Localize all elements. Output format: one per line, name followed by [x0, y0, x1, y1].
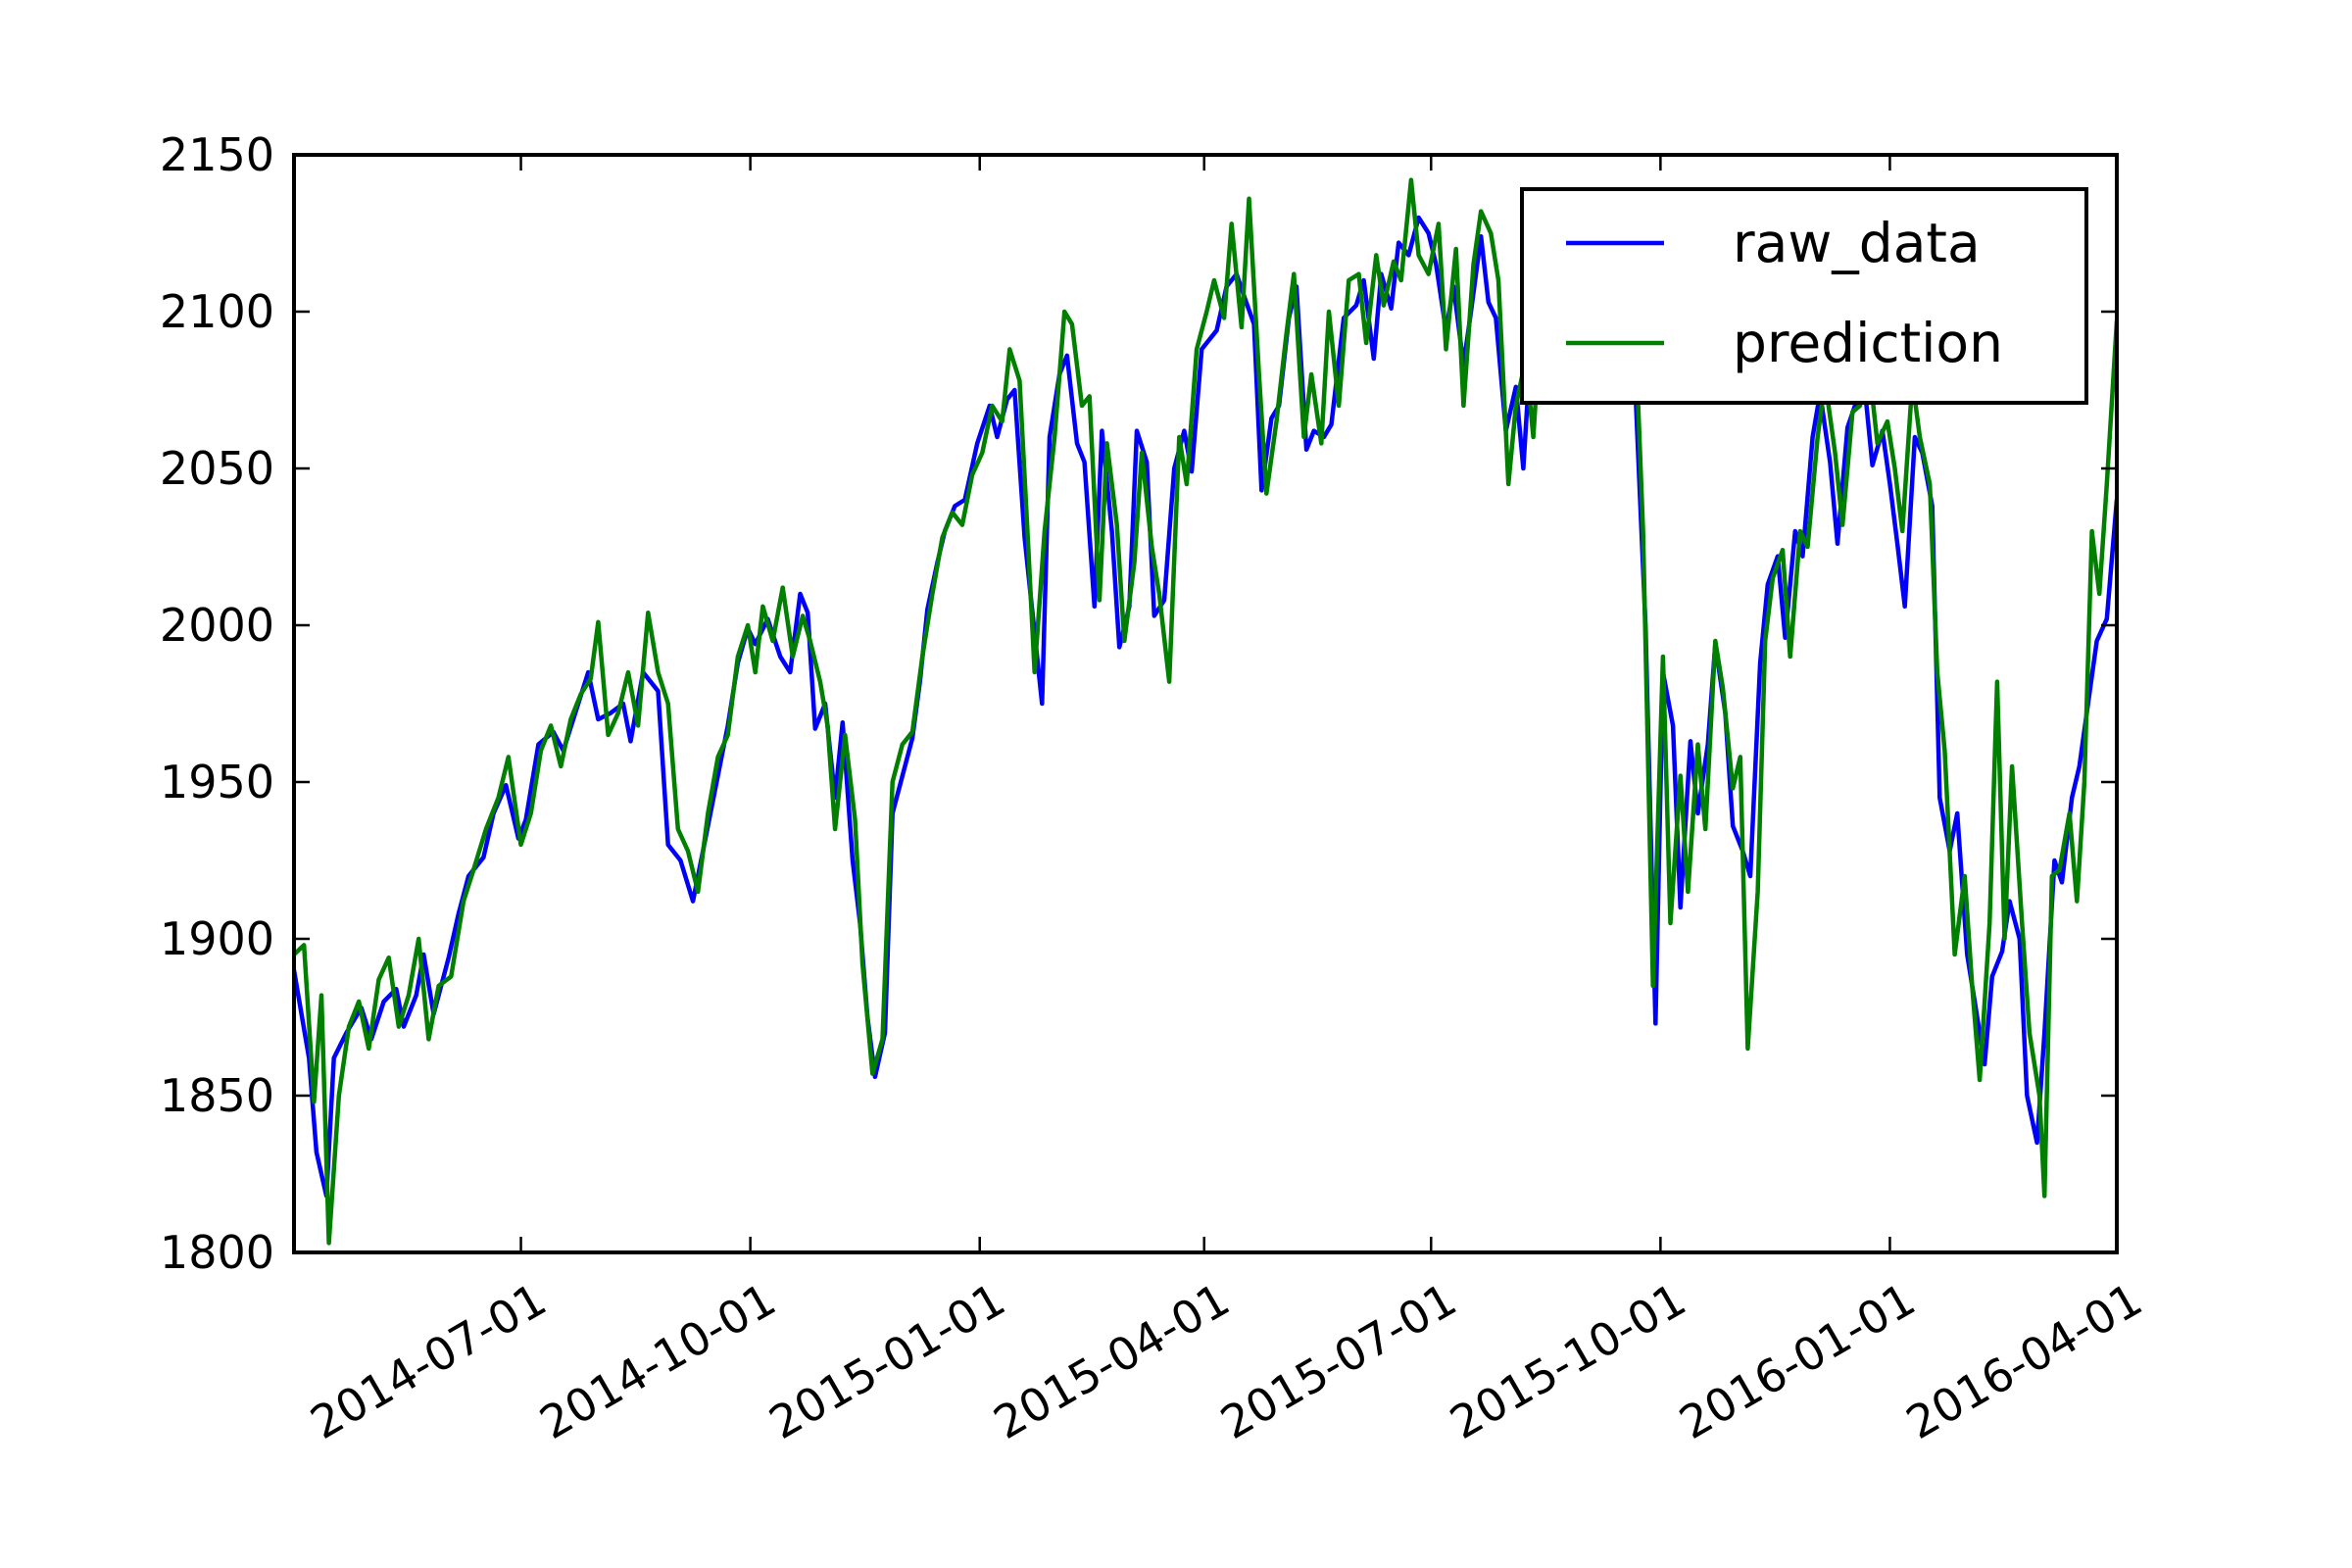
y-tick-label: 2100 — [160, 285, 274, 338]
series-layer — [294, 177, 2117, 1246]
legend-label-prediction: prediction — [1733, 312, 2003, 374]
legend: raw_data prediction — [1520, 187, 2088, 405]
y-tick-label: 2050 — [160, 442, 274, 495]
y-axis: 1800 1850 1900 1950 2000 2050 2100 2150 — [160, 128, 274, 1279]
y-tick-label: 2150 — [160, 128, 274, 181]
y-tick-label: 1850 — [160, 1069, 274, 1122]
series-line-raw-data — [294, 215, 2117, 1199]
y-tick-label: 1900 — [160, 912, 274, 965]
y-tick-label: 1950 — [160, 756, 274, 808]
series-line-prediction — [294, 177, 2117, 1246]
plot-frame — [292, 153, 2119, 1254]
y-tick-label: 1800 — [160, 1226, 274, 1279]
y-tick-label: 2000 — [160, 599, 274, 652]
legend-label-raw-data: raw_data — [1733, 212, 1981, 274]
legend-box — [1520, 187, 2088, 405]
